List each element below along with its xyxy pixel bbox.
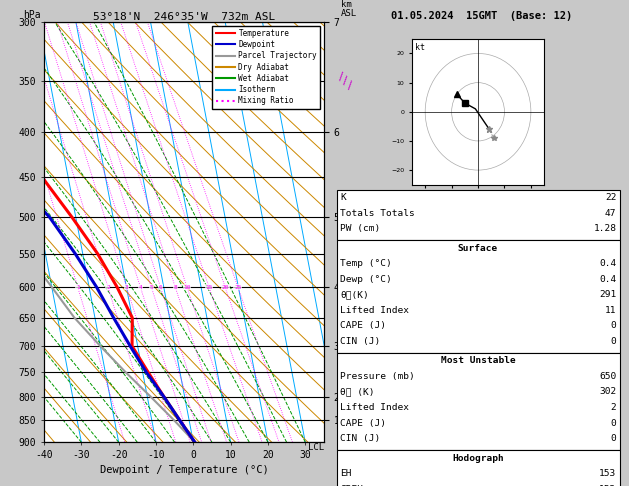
Text: 1: 1 [76, 285, 80, 290]
Text: 10: 10 [183, 285, 191, 290]
Text: 291: 291 [599, 290, 616, 299]
Text: 4: 4 [138, 285, 142, 290]
Text: 153: 153 [599, 469, 616, 478]
Text: 0.4: 0.4 [599, 259, 616, 268]
Text: \: \ [333, 312, 345, 324]
Text: Most Unstable: Most Unstable [441, 356, 515, 365]
Text: 15: 15 [205, 285, 213, 290]
Text: CAPE (J): CAPE (J) [340, 418, 386, 428]
Text: 2: 2 [611, 403, 616, 412]
Text: 11: 11 [605, 306, 616, 315]
Text: 0: 0 [611, 337, 616, 346]
Text: 25: 25 [234, 285, 242, 290]
Text: CIN (J): CIN (J) [340, 337, 381, 346]
Text: 153: 153 [599, 485, 616, 486]
Text: 0.4: 0.4 [599, 275, 616, 284]
Legend: Temperature, Dewpoint, Parcel Trajectory, Dry Adiabat, Wet Adiabat, Isotherm, Mi: Temperature, Dewpoint, Parcel Trajectory… [213, 26, 320, 108]
Text: Hodograph: Hodograph [452, 453, 504, 463]
Text: 0: 0 [611, 434, 616, 443]
Text: 302: 302 [599, 387, 616, 397]
Text: Temp (°C): Temp (°C) [340, 259, 392, 268]
Text: 1.28: 1.28 [593, 224, 616, 233]
Text: θᴄ (K): θᴄ (K) [340, 387, 375, 397]
Text: Surface: Surface [458, 243, 498, 253]
Text: Lifted Index: Lifted Index [340, 306, 409, 315]
Text: 22: 22 [605, 193, 616, 202]
Text: kt: kt [415, 43, 425, 52]
Text: 8: 8 [174, 285, 177, 290]
Text: 20: 20 [221, 285, 229, 290]
Text: CAPE (J): CAPE (J) [340, 321, 386, 330]
Text: 01.05.2024  15GMT  (Base: 12): 01.05.2024 15GMT (Base: 12) [391, 11, 572, 21]
Text: \\: \\ [333, 434, 350, 451]
Text: 6: 6 [159, 285, 162, 290]
X-axis label: Dewpoint / Temperature (°C): Dewpoint / Temperature (°C) [99, 466, 269, 475]
Text: θᴄ(K): θᴄ(K) [340, 290, 369, 299]
Text: Pressure (mb): Pressure (mb) [340, 372, 415, 381]
Text: K: K [340, 193, 346, 202]
Text: 53°18'N  246°35'W  732m ASL: 53°18'N 246°35'W 732m ASL [93, 12, 275, 22]
Text: \: \ [333, 366, 345, 379]
Text: 3: 3 [125, 285, 128, 290]
Text: Dewp (°C): Dewp (°C) [340, 275, 392, 284]
Text: 0: 0 [611, 321, 616, 330]
Text: EH: EH [340, 469, 352, 478]
Text: Lifted Index: Lifted Index [340, 403, 409, 412]
Text: CIN (J): CIN (J) [340, 434, 381, 443]
Text: \\: \\ [333, 209, 350, 226]
Text: \\\: \\\ [333, 70, 355, 91]
Text: 2: 2 [106, 285, 110, 290]
Text: 5: 5 [150, 285, 153, 290]
Text: © weatheronline.co.uk: © weatheronline.co.uk [433, 472, 530, 481]
Text: hPa: hPa [23, 10, 41, 20]
Text: PW (cm): PW (cm) [340, 224, 381, 233]
Text: 47: 47 [605, 208, 616, 218]
Text: 0: 0 [611, 418, 616, 428]
Text: LCL: LCL [308, 443, 324, 451]
Text: km
ASL: km ASL [341, 0, 357, 17]
Text: Totals Totals: Totals Totals [340, 208, 415, 218]
Text: 650: 650 [599, 372, 616, 381]
Text: SREH: SREH [340, 485, 364, 486]
